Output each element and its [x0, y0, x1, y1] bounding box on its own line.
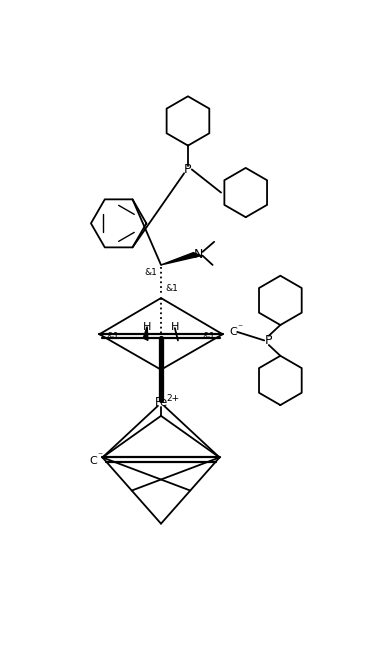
- Text: P: P: [265, 334, 273, 347]
- Text: ⁻: ⁻: [238, 323, 243, 333]
- Text: Fe: Fe: [154, 396, 168, 409]
- Text: C: C: [230, 327, 237, 337]
- Text: H: H: [143, 322, 151, 331]
- Polygon shape: [143, 327, 148, 341]
- Polygon shape: [161, 253, 201, 265]
- Text: &1: &1: [202, 332, 215, 341]
- Text: C: C: [89, 455, 97, 466]
- Text: &1: &1: [145, 268, 158, 277]
- Text: ⁻: ⁻: [98, 451, 103, 461]
- Text: H: H: [171, 322, 179, 331]
- Text: &1: &1: [107, 332, 120, 341]
- Text: N: N: [194, 248, 203, 261]
- Text: &1: &1: [165, 284, 178, 293]
- Text: 2+: 2+: [167, 394, 180, 403]
- Text: P: P: [184, 163, 192, 176]
